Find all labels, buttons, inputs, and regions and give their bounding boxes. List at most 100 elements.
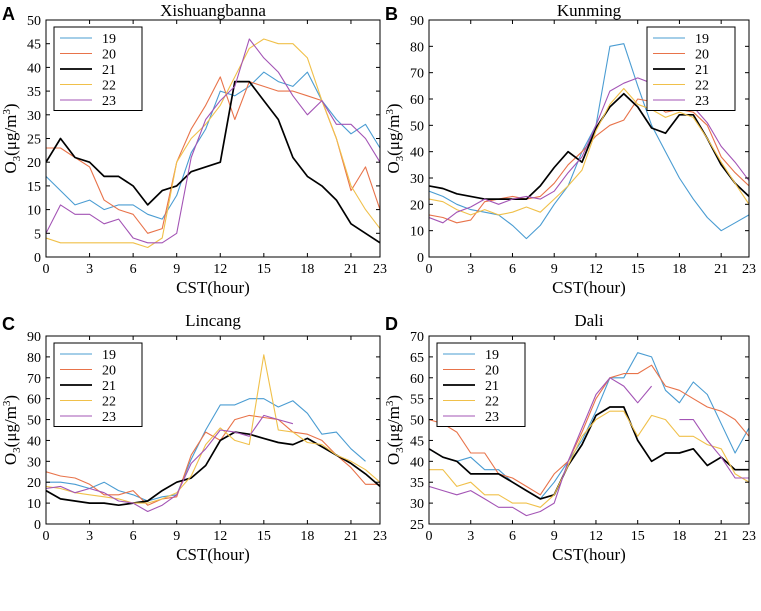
y-tick-label: 30 [410, 497, 424, 512]
legend-label-23: 23 [102, 410, 116, 425]
y-axis-label-unit-close: ) [1, 395, 20, 401]
x-tick-label: 21 [714, 262, 728, 277]
legend-label-21: 21 [102, 63, 116, 78]
y-tick-label: 45 [27, 38, 41, 53]
series-line-19 [429, 43, 749, 240]
y-tick-label: 90 [410, 14, 424, 29]
series-lines [429, 352, 749, 517]
panel-letter: A [2, 4, 15, 24]
legend-label-22: 22 [485, 395, 499, 410]
y-tick-label: 0 [417, 251, 424, 266]
x-tick-label: 6 [509, 262, 516, 277]
x-tick-label: 12 [589, 529, 603, 544]
axes-frame [428, 19, 750, 258]
y-tick-label: 15 [27, 180, 41, 195]
y-tick-label: 80 [27, 351, 41, 366]
x-tick-label: 15 [631, 529, 645, 544]
x-tick-label: 21 [344, 529, 358, 544]
y-axis-label-main: O [1, 161, 20, 173]
y-tick-label: 80 [410, 40, 424, 55]
y-axis-label-sub: 3 [11, 155, 23, 161]
series-line-22 [429, 87, 749, 216]
y-tick-label: 5 [34, 227, 41, 242]
y-tick-label: 90 [27, 330, 41, 345]
y-axis-label: O3(μg/m3) [1, 103, 23, 173]
panel-title: Lincang [185, 311, 241, 330]
x-tick-label: 6 [130, 529, 137, 544]
legend-label-23: 23 [485, 410, 499, 425]
x-tick-label: 6 [130, 262, 137, 277]
y-tick-label: 25 [410, 518, 424, 533]
y-tick-label: 65 [410, 351, 424, 366]
axes-frame [45, 335, 381, 525]
y-tick-label: 40 [27, 61, 41, 76]
series-line-21 [46, 80, 380, 244]
x-tick-label: 9 [551, 529, 558, 544]
y-tick-label: 20 [410, 198, 424, 213]
y-axis-label-unit-close: ) [1, 103, 20, 109]
series-line-22 [46, 38, 380, 249]
y-axis-label-sup: 3 [384, 109, 396, 115]
y-tick-label: 40 [410, 146, 424, 161]
y-axis-label-unit-open: (μg/m [384, 115, 403, 156]
series-line-19 [429, 352, 749, 500]
y-axis-label-unit-open: (μg/m [1, 406, 20, 447]
x-tick-label: 18 [672, 529, 686, 544]
y-tick-label: 30 [27, 455, 41, 470]
x-tick-label: 23 [742, 529, 756, 544]
legend-label-23: 23 [695, 94, 709, 109]
legend-label-20: 20 [695, 48, 709, 63]
x-tick-label: 3 [86, 262, 93, 277]
y-tick-label: 60 [27, 393, 41, 408]
legend-label-19: 19 [695, 32, 709, 47]
x-tick-label: 0 [426, 529, 433, 544]
y-tick-label: 50 [410, 119, 424, 134]
x-tick-label: 21 [344, 262, 358, 277]
series-line-23 [46, 38, 380, 244]
panel-letter: C [2, 314, 15, 334]
x-tick-label: 15 [631, 262, 645, 277]
y-tick-label: 70 [410, 67, 424, 82]
y-tick-label: 35 [27, 85, 41, 100]
y-axis-label-unit-open: (μg/m [1, 115, 20, 156]
series-line-22 [46, 354, 380, 504]
legend-label-20: 20 [102, 364, 116, 379]
x-axis-label: CST(hour) [176, 278, 250, 297]
legend-label-21: 21 [485, 379, 499, 394]
panel-title: Dali [574, 311, 604, 330]
y-tick-label: 60 [410, 93, 424, 108]
panel-letter: B [385, 4, 398, 24]
x-tick-label: 3 [467, 529, 474, 544]
x-tick-label: 6 [509, 529, 516, 544]
series-line-21 [429, 92, 749, 200]
series-lines [46, 354, 380, 513]
x-tick-label: 0 [43, 262, 50, 277]
y-tick-label: 10 [27, 497, 41, 512]
axes-frame [428, 335, 750, 525]
y-tick-label: 60 [410, 372, 424, 387]
y-tick-label: 70 [27, 372, 41, 387]
y-axis-label-sup: 3 [1, 109, 13, 115]
x-axis-label: CST(hour) [552, 545, 626, 564]
y-axis-label-sub: 3 [11, 447, 23, 453]
y-axis-label-unit-open: (μg/m [384, 406, 403, 447]
y-tick-label: 55 [410, 393, 424, 408]
legend-label-20: 20 [102, 48, 116, 63]
legend-label-22: 22 [102, 79, 116, 94]
x-tick-label: 18 [672, 262, 686, 277]
y-axis-label-unit-close: ) [384, 103, 403, 109]
x-tick-label: 12 [213, 262, 227, 277]
y-tick-label: 10 [410, 225, 424, 240]
y-tick-label: 50 [410, 414, 424, 429]
legend-label-23: 23 [102, 94, 116, 109]
legend-label-21: 21 [695, 63, 709, 78]
x-axis-label: CST(hour) [552, 278, 626, 297]
panel-c-lincang: C Lincang 0 3 6 9 12 15 18 21 23 0 10 20 30 40 50 60 70 80 9… [1, 311, 387, 564]
y-tick-label: 70 [410, 330, 424, 345]
panel-a-xishuangbanna: A Xishuangbanna 0 3 6 9 12 15 18 21 23 0 5 10 15 20 25 30… [1, 1, 387, 297]
series-line-21 [429, 406, 749, 500]
x-tick-label: 23 [742, 262, 756, 277]
y-tick-label: 30 [27, 109, 41, 124]
series-lines [46, 38, 380, 249]
